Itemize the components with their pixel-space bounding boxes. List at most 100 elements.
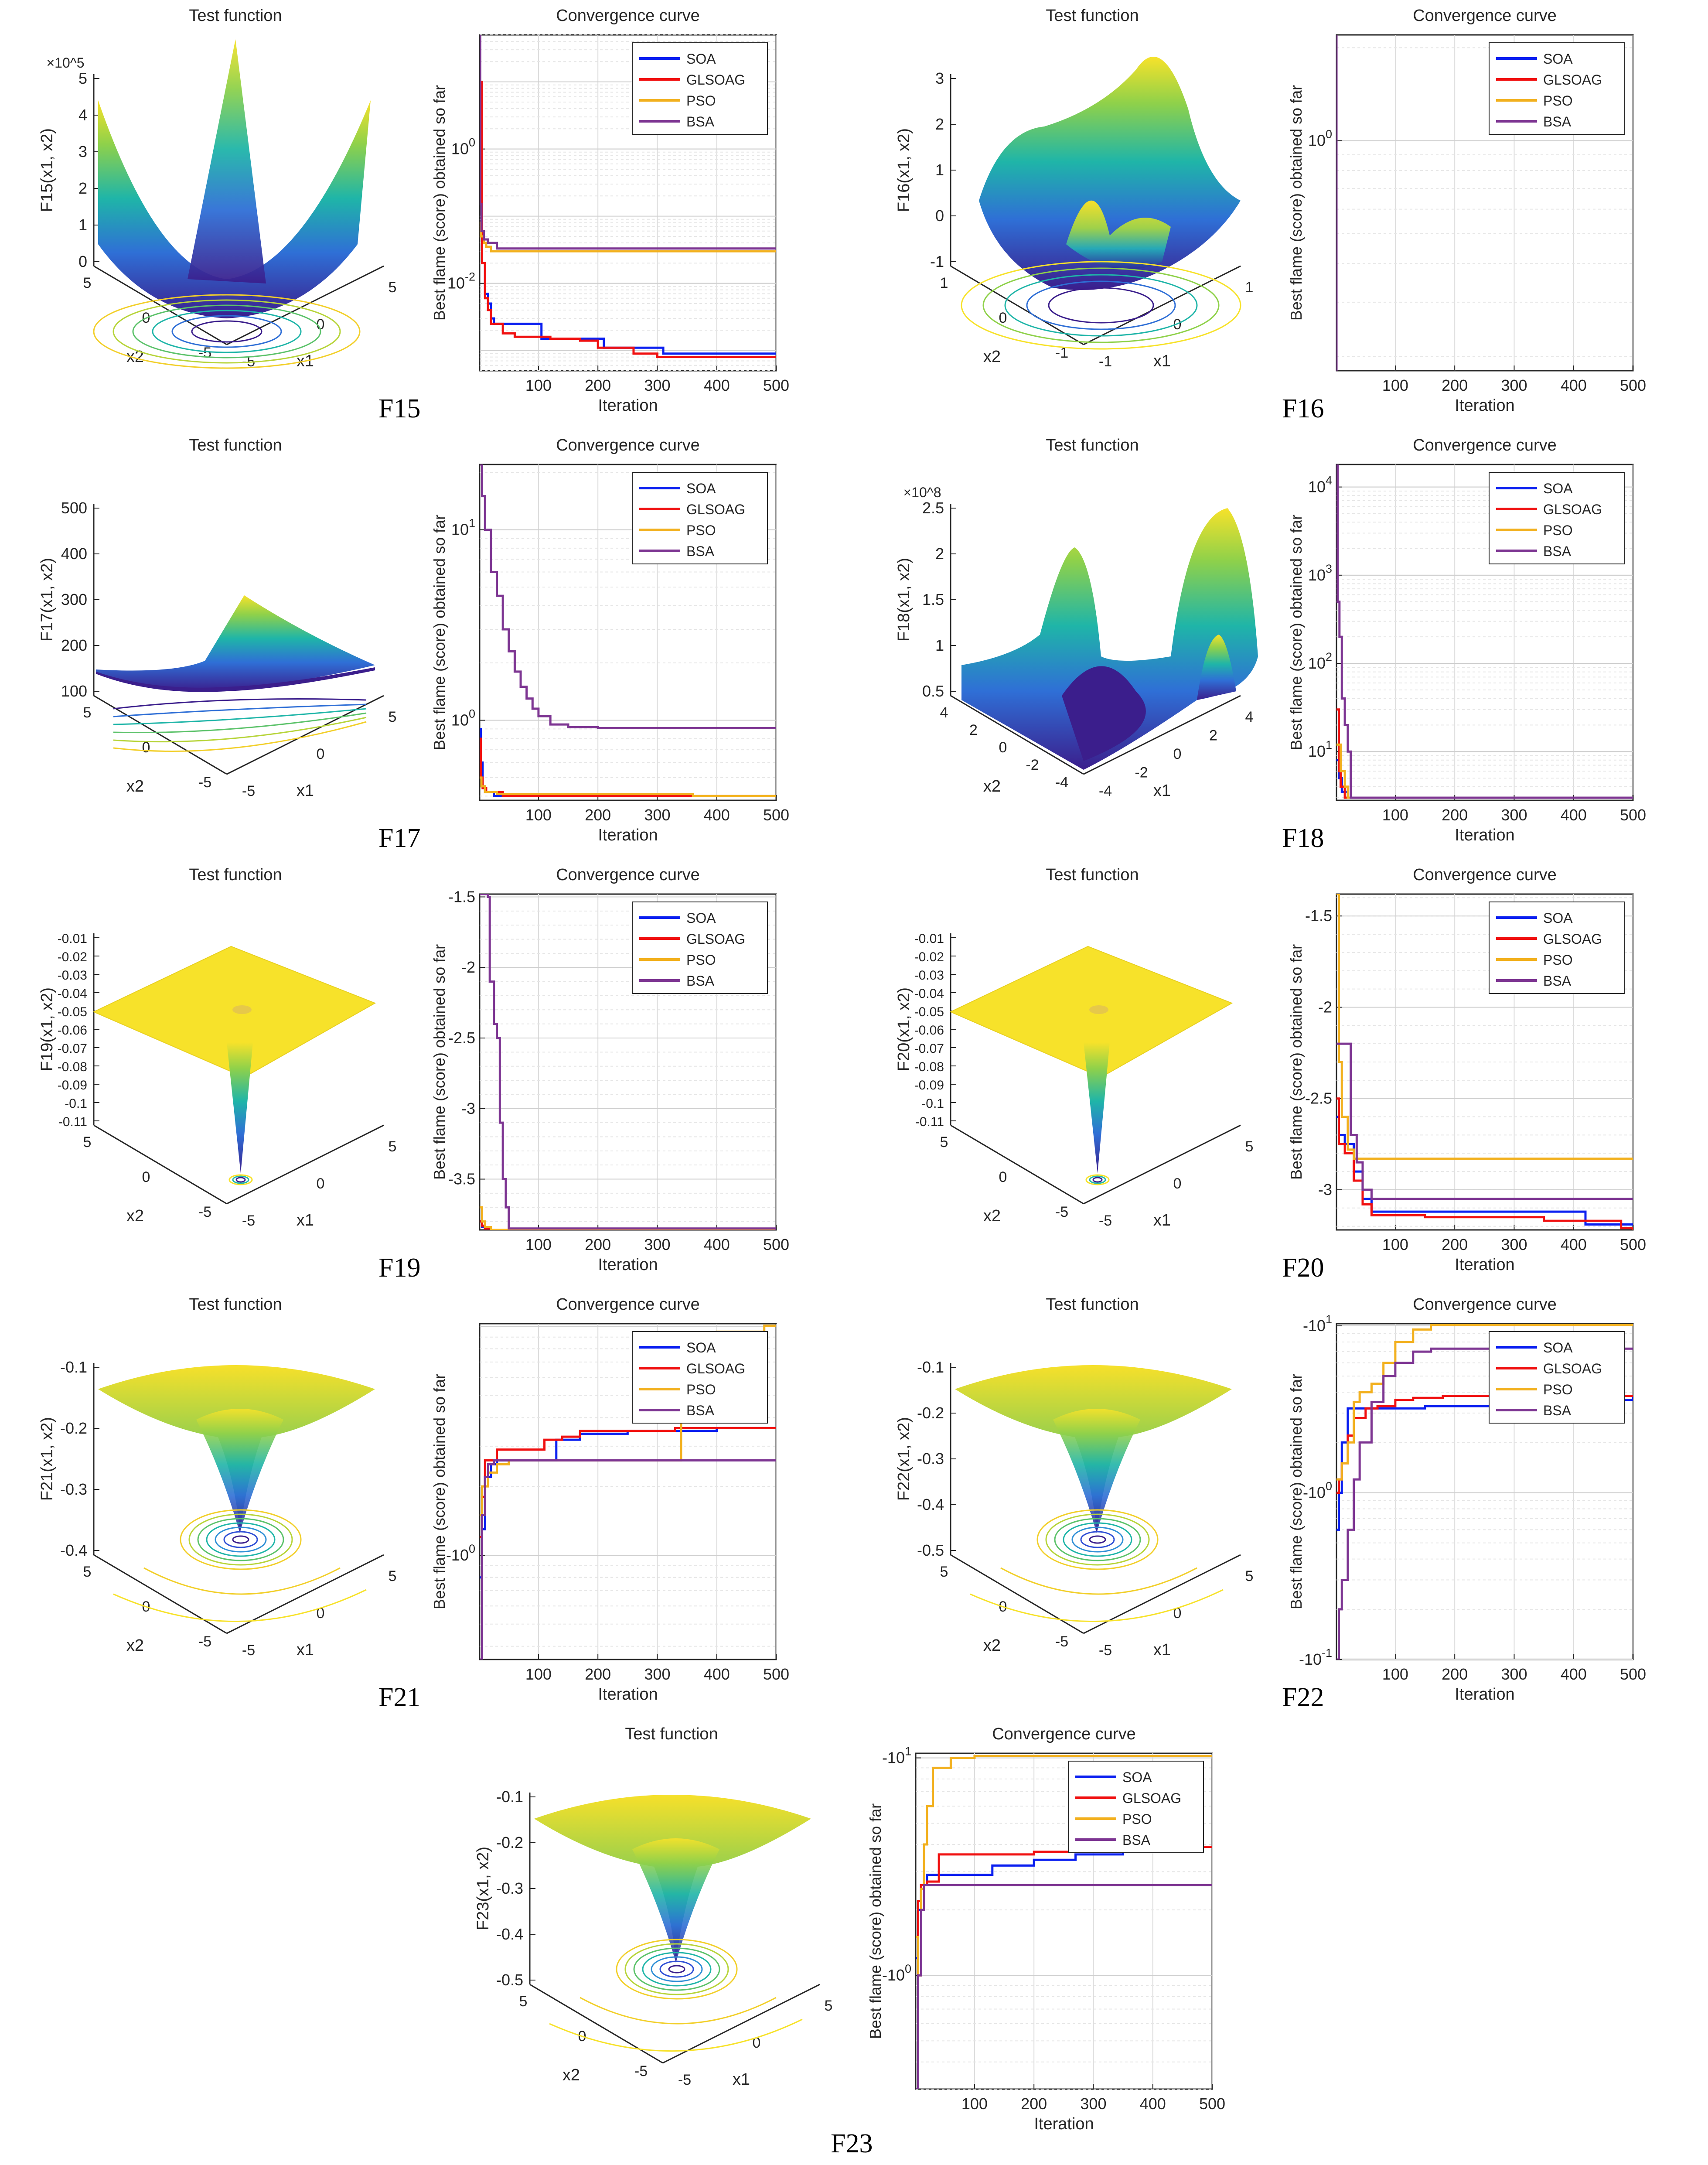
convergence-title: Convergence curve xyxy=(1413,7,1557,25)
z-tick-label: -0.2 xyxy=(917,1404,944,1422)
z-tick-label: -0.1 xyxy=(496,1788,523,1806)
x2-tick-label: 0 xyxy=(999,1169,1007,1185)
surface-mesh xyxy=(632,1838,719,1963)
convergence-plot: Convergence curve 100 200 300 400 500 -1.5 -2 -2… xyxy=(1287,866,1646,1274)
x2-tick-label: -5 xyxy=(634,2063,648,2080)
series-line-bsa xyxy=(480,35,776,250)
contour-line xyxy=(132,304,321,359)
y-tick-label: 103 xyxy=(1308,562,1332,584)
x-tick-label: 200 xyxy=(585,1236,611,1253)
z-tick-label: 2 xyxy=(78,179,87,197)
convergence-title: Convergence curve xyxy=(992,1725,1136,1743)
z-tick-label: -0.06 xyxy=(914,1023,944,1038)
series-line-pso xyxy=(1336,743,1633,799)
x2-tick-label: -5 xyxy=(198,345,211,361)
x1-axis xyxy=(226,1124,384,1205)
y-tick-label: -3.5 xyxy=(448,1170,475,1188)
contour-line xyxy=(93,294,361,369)
contour-line xyxy=(659,1960,694,1978)
test-function-plot: Test function -0.11 -0.1 -0.09 -0.08 -0.07 -0.… xyxy=(895,866,1253,1229)
x1-axis-label: x1 xyxy=(297,782,314,800)
z-axis-label: F17(x1, x2) xyxy=(38,558,56,642)
series-line-bsa xyxy=(480,1459,776,1660)
x-tick-label: 500 xyxy=(763,1236,789,1253)
panel-caption: F20 xyxy=(1282,1253,1324,1283)
x1-axis-label: x1 xyxy=(1153,1211,1171,1229)
x-tick-label: 500 xyxy=(1620,1236,1646,1253)
y-axis-label: Best flame (score) obtained so far xyxy=(430,944,448,1180)
y-tick-label: -1.5 xyxy=(448,888,475,905)
panel-svg: Test function -0.4 -0.3 -0.2 -0.1 F21(x1, x2)… xyxy=(38,1295,789,1704)
x-tick-label: 400 xyxy=(704,1665,730,1683)
x-tick-label: 200 xyxy=(1021,2095,1047,2113)
contour-line xyxy=(651,1956,703,1982)
panel-f16: Test function -1 0 1 2 3 F16(x1, x2) -1 0 1 x2 -1 0 1… xyxy=(857,0,1707,427)
panel-caption: F23 xyxy=(831,2129,873,2158)
legend-entry: GLSOAG xyxy=(686,72,745,88)
series-line-glsoag xyxy=(1336,708,1633,799)
x1-tick-label: 5 xyxy=(1245,1138,1254,1155)
z-tick-label: -0.08 xyxy=(914,1060,944,1074)
convergence-title: Convergence curve xyxy=(556,1295,700,1314)
contour-line xyxy=(642,1952,712,1987)
legend: SOA GLSOAG PSO BSA xyxy=(1489,472,1625,564)
z-tick-label: -0.03 xyxy=(914,968,944,983)
legend-entry: BSA xyxy=(1543,114,1572,130)
series-line-pso xyxy=(1336,1324,1633,1481)
contour-line xyxy=(624,1943,729,1995)
x1-tick-label: 5 xyxy=(1245,1568,1254,1584)
surface xyxy=(534,1795,811,2052)
y-tick-label: -3 xyxy=(461,1100,475,1117)
x-tick-label: 400 xyxy=(1561,1236,1587,1253)
z-tick-label: 100 xyxy=(61,682,87,700)
panel-f19: Test function -0.11 -0.1 -0.09 -0.08 -0.07 -0.… xyxy=(0,859,850,1287)
surface-mesh xyxy=(98,100,371,318)
x2-tick-label: 0 xyxy=(142,739,150,756)
surface-mesh xyxy=(96,595,375,691)
x-tick-label: 500 xyxy=(1620,806,1646,824)
x2-tick-label: -5 xyxy=(1055,1633,1068,1650)
x-tick-label: 500 xyxy=(1620,376,1646,394)
y-tick-label: 10-2 xyxy=(447,270,475,292)
z-tick-label: 2.5 xyxy=(922,499,944,517)
x-tick-label: 100 xyxy=(525,1236,552,1253)
y-tick-label: -3 xyxy=(1318,1181,1332,1199)
convergence-plot: Convergence curve 100 200 300 400 500 100 10-2 I… xyxy=(430,7,789,415)
legend: SOA GLSOAG PSO BSA xyxy=(632,902,768,994)
contour-line xyxy=(633,1947,720,1991)
test-function-title: Test function xyxy=(1046,866,1139,884)
z-tick-label: -0.03 xyxy=(58,968,87,983)
legend-entry: SOA xyxy=(1543,1340,1573,1356)
surface xyxy=(92,946,376,1185)
x1-tick-label: -5 xyxy=(242,783,255,799)
convergence-title: Convergence curve xyxy=(1413,436,1557,454)
z-axis-label: F20(x1, x2) xyxy=(895,987,913,1071)
legend-entry: GLSOAG xyxy=(1543,931,1602,947)
z-tick-label: 3 xyxy=(935,69,944,87)
contour-line xyxy=(191,320,263,343)
legend: SOA GLSOAG PSO BSA xyxy=(1489,42,1625,135)
test-function-plot: Test function -0.11 -0.1 -0.09 -0.08 -0.07 -0.… xyxy=(38,866,396,1229)
y-tick-label: 102 xyxy=(1308,650,1332,672)
z-tick-label: -0.4 xyxy=(496,1925,523,1943)
test-function-title: Test function xyxy=(189,866,282,884)
x2-axis-label: x2 xyxy=(983,1207,1001,1225)
legend: SOA GLSOAG PSO BSA xyxy=(632,472,768,564)
x-tick-label: 500 xyxy=(763,376,789,394)
surface-mesh xyxy=(1084,1042,1110,1173)
contour-line xyxy=(113,708,367,725)
x2-axis-label: x2 xyxy=(983,777,1001,796)
test-function-title: Test function xyxy=(1046,1295,1139,1314)
x-tick-label: 200 xyxy=(1442,806,1468,824)
surface-mesh xyxy=(961,508,1258,770)
x2-axis-label: x2 xyxy=(563,2066,580,2084)
z-tick-label: -0.02 xyxy=(914,950,944,964)
test-function-title: Test function xyxy=(1046,436,1139,454)
y-tick-label: 101 xyxy=(1308,738,1332,760)
test-function-plot: Test function -0.4 -0.3 -0.2 -0.1 F21(x1, x2)… xyxy=(38,1295,396,1659)
contour-line xyxy=(228,1174,253,1185)
contour-line xyxy=(1000,1567,1197,1595)
x2-tick-label: 5 xyxy=(940,1134,948,1151)
